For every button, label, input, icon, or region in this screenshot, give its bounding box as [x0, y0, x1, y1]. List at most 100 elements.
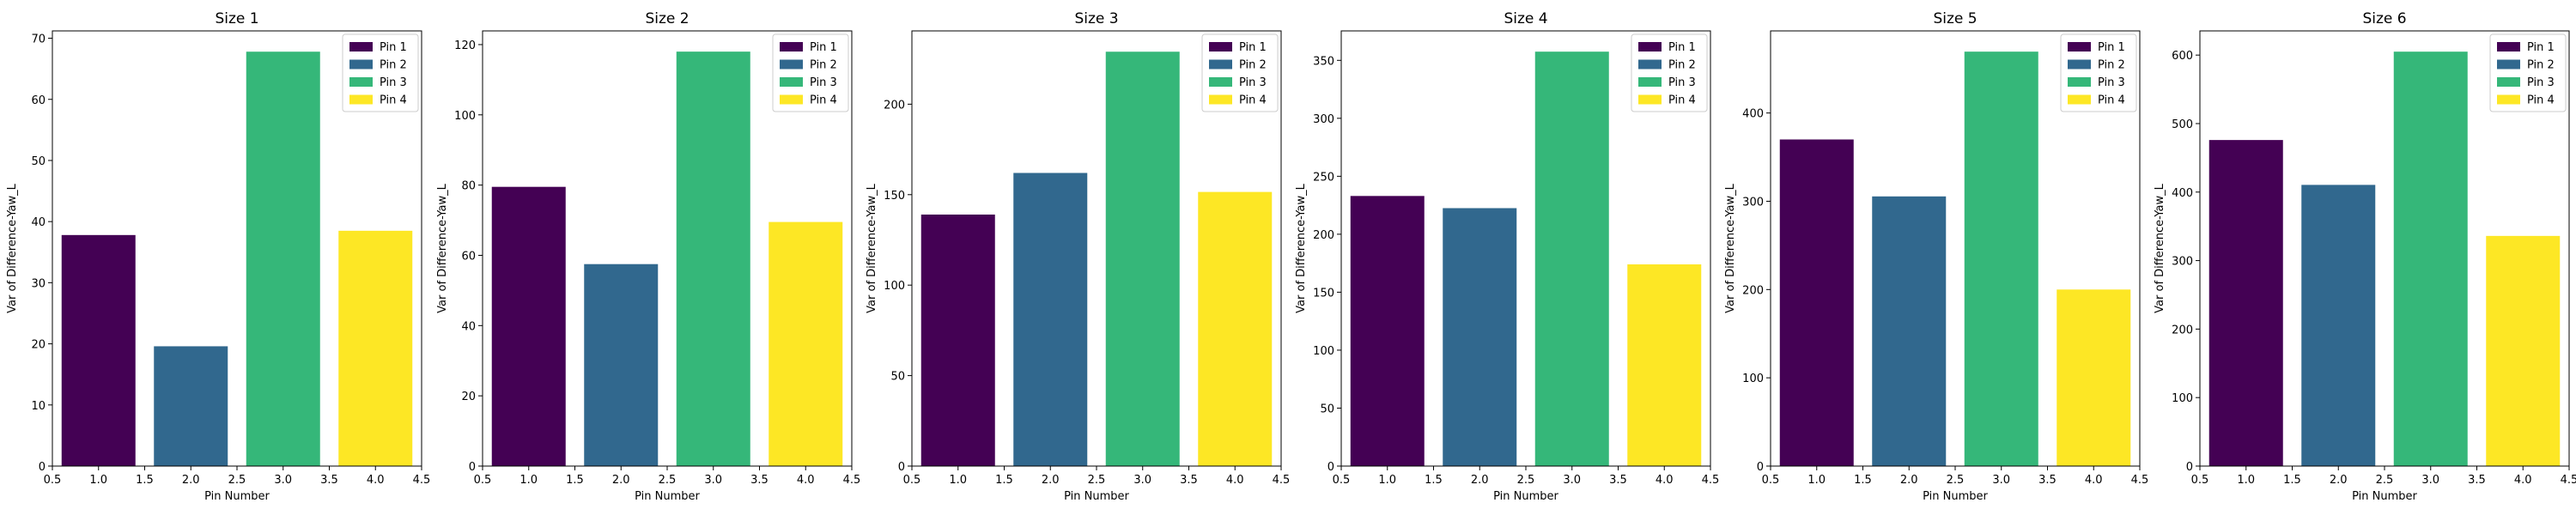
x-tick-label: 3.0: [704, 474, 722, 487]
subplot-4: 0.5 1.0 1.5 2.0 2.5 3.0 3.5 4.0 4.5 0 50 100 150 200 2…: [1295, 10, 1719, 503]
bar-pin-2: [2301, 185, 2376, 466]
legend-label-pin-2: Pin 2: [380, 59, 407, 72]
x-tick-label: 3.0: [1563, 474, 1581, 487]
y-tick-label: 500: [2172, 118, 2193, 131]
y-tick-label: 600: [2172, 50, 2193, 63]
x-tick-label: 3.5: [750, 474, 769, 487]
x-tick-label: 2.5: [659, 474, 677, 487]
bar-pin-3: [246, 52, 320, 467]
bar-pin-1: [61, 234, 136, 466]
legend-swatch-pin-3: [780, 77, 803, 87]
y-tick-label: 400: [2172, 187, 2193, 200]
legend: Pin 1 Pin 2 Pin 3 Pin 4: [2489, 33, 2567, 112]
legend-swatch-pin-4: [349, 94, 373, 105]
legend-swatch-pin-1: [349, 42, 373, 52]
x-tick-label: 1.0: [949, 474, 967, 487]
x-tick-label: 3.5: [1609, 474, 1627, 487]
x-tick-label: 2.0: [1471, 474, 1489, 487]
subplot-6: 0.5 1.0 1.5 2.0 2.5 3.0 3.5 4.0 4.5 0 100 200 300 400…: [2154, 10, 2576, 503]
legend-swatch-pin-2: [780, 59, 803, 70]
bar-pin-4: [769, 221, 843, 466]
legend-box: [342, 33, 419, 112]
x-tick-label: 4.5: [843, 474, 861, 487]
x-tick-label: 2.0: [612, 474, 630, 487]
y-tick-label: 400: [1742, 108, 1764, 121]
legend: Pin 1 Pin 2 Pin 3 Pin 4: [1631, 33, 1708, 112]
legend-label-pin-2: Pin 2: [1239, 59, 1267, 72]
legend-label-pin-3: Pin 3: [2098, 76, 2125, 89]
x-tick-label: 4.5: [2131, 474, 2149, 487]
x-tick-label: 1.0: [89, 474, 107, 487]
x-tick-label: 2.0: [2330, 474, 2348, 487]
x-tick-label: 2.5: [2376, 474, 2394, 487]
x-tick-label: 4.0: [367, 474, 385, 487]
bar-pin-4: [1198, 191, 1273, 466]
x-tick-label: 2.0: [1042, 474, 1060, 487]
y-tick-label: 40: [31, 216, 46, 229]
legend-box: [1631, 33, 1708, 112]
y-tick-label: 300: [1742, 196, 1764, 209]
x-tick-label: 4.5: [1702, 474, 1720, 487]
legend-swatch-pin-4: [2497, 94, 2520, 105]
chart-title: Size 3: [1074, 10, 1118, 27]
legend-swatch-pin-4: [780, 94, 803, 105]
chart-title: Size 6: [2362, 10, 2406, 27]
legend-swatch-pin-1: [1209, 42, 1232, 52]
x-tick-label: 1.0: [519, 474, 538, 487]
legend-swatch-pin-2: [1209, 59, 1232, 70]
x-tick-label: 0.5: [903, 474, 921, 487]
x-tick-label: 3.5: [2468, 474, 2486, 487]
y-axis-label: Var of Difference-Yaw_L: [436, 183, 449, 312]
subplot-3: 0.5 1.0 1.5 2.0 2.5 3.0 3.5 4.0 4.5 0 50 100 150 200 S…: [866, 10, 1290, 503]
x-tick-label: 2.0: [1900, 474, 1918, 487]
legend-label-pin-4: Pin 4: [1239, 94, 1267, 107]
legend-swatch-pin-2: [2497, 59, 2520, 70]
x-tick-label: 1.5: [995, 474, 1013, 487]
x-tick-label: 4.5: [1273, 474, 1291, 487]
y-tick-label: 50: [1320, 403, 1334, 415]
legend-label-pin-2: Pin 2: [810, 59, 837, 72]
y-axis-label: Var of Difference-Yaw_L: [6, 183, 19, 312]
bar-pin-3: [2393, 52, 2468, 467]
y-tick-label: 70: [31, 33, 46, 46]
legend-swatch-pin-3: [1209, 77, 1232, 87]
legend-swatch-pin-2: [1638, 59, 1662, 70]
y-tick-label: 300: [1313, 113, 1334, 126]
y-tick-label: 100: [1313, 345, 1334, 358]
y-tick-label: 60: [31, 94, 46, 107]
y-tick-label: 0: [898, 461, 905, 474]
y-tick-label: 20: [31, 339, 46, 352]
x-tick-label: 1.0: [2237, 474, 2255, 487]
x-tick-label: 1.5: [1854, 474, 1872, 487]
x-tick-label: 4.0: [797, 474, 815, 487]
y-tick-label: 30: [31, 277, 46, 290]
legend-label-pin-3: Pin 3: [810, 76, 837, 89]
y-tick-label: 0: [1327, 461, 1334, 474]
y-tick-label: 20: [461, 391, 476, 403]
y-tick-label: 100: [454, 110, 476, 123]
legend-box: [772, 33, 849, 112]
legend-swatch-pin-2: [2068, 59, 2091, 70]
legend: Pin 1 Pin 2 Pin 3 Pin 4: [2060, 33, 2137, 112]
y-tick-label: 200: [1742, 284, 1764, 297]
y-tick-label: 10: [31, 400, 46, 413]
legend: Pin 1 Pin 2 Pin 3 Pin 4: [1201, 33, 1279, 112]
chart-title: Size 5: [1933, 10, 1977, 27]
x-tick-label: 2.5: [1947, 474, 1965, 487]
legend-box: [2060, 33, 2137, 112]
bar-pin-3: [1534, 52, 1609, 466]
x-tick-label: 4.0: [1226, 474, 1244, 487]
y-tick-label: 250: [1313, 171, 1334, 184]
bar-pin-4: [2057, 289, 2131, 466]
legend-label-pin-4: Pin 4: [810, 94, 837, 107]
x-axis-label: Pin Number: [2352, 490, 2417, 503]
x-tick-label: 0.5: [44, 474, 62, 487]
legend-label-pin-3: Pin 3: [2527, 76, 2555, 89]
legend-label-pin-1: Pin 1: [380, 41, 407, 54]
y-tick-label: 150: [884, 190, 905, 203]
bar-pin-1: [1779, 139, 1854, 466]
y-tick-label: 200: [2172, 324, 2193, 336]
x-tick-label: 3.5: [1180, 474, 1198, 487]
chart-title: Size 1: [215, 10, 258, 27]
x-tick-label: 0.5: [1333, 474, 1351, 487]
